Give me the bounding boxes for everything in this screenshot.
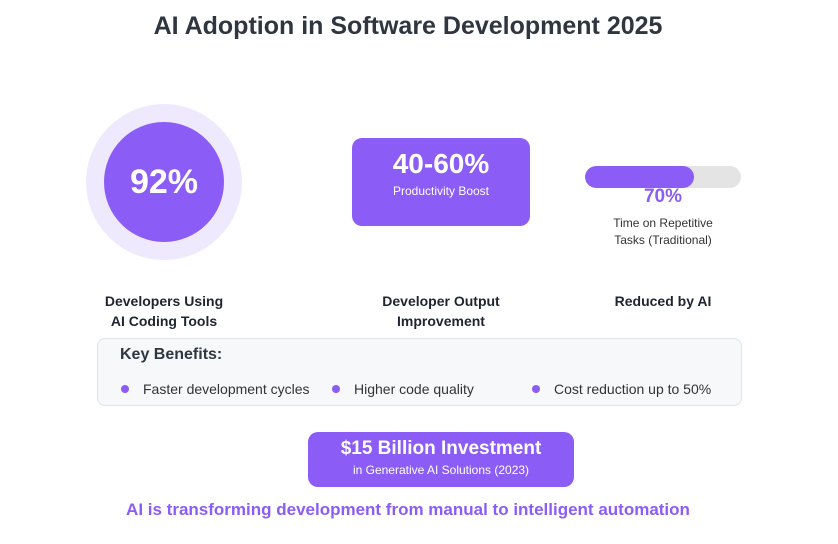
productivity-label-line1: Developer Output xyxy=(382,293,500,309)
bullet-dot-icon xyxy=(532,385,540,393)
repetitive-caption: Time on Repetitive Tasks (Traditional) xyxy=(585,215,741,249)
benefit-item: Cost reduction up to 50% xyxy=(532,381,711,397)
benefit-text: Cost reduction up to 50% xyxy=(554,381,712,397)
adoption-circle: 92% xyxy=(104,122,224,242)
repetitive-caption-line2: Tasks (Traditional) xyxy=(614,233,712,247)
bullet-dot-icon xyxy=(121,385,129,393)
repetitive-progress-track xyxy=(585,166,741,188)
benefit-item: Higher code quality xyxy=(332,381,474,397)
key-benefits-panel: Key Benefits: Faster development cycles … xyxy=(97,338,742,406)
benefit-text: Faster development cycles xyxy=(143,381,310,397)
productivity-value: 40-60% xyxy=(392,148,490,179)
page-title: AI Adoption in Software Development 2025 xyxy=(153,12,663,40)
investment-subtitle: in Generative AI Solutions (2023) xyxy=(352,463,530,477)
adoption-label-line2: AI Coding Tools xyxy=(110,313,218,329)
investment-title: $15 Billion Investment xyxy=(340,438,542,459)
productivity-sublabel: Productivity Boost xyxy=(392,184,490,198)
adoption-label: Developers Using AI Coding Tools xyxy=(84,291,244,331)
tagline: AI is transforming development from manu… xyxy=(126,500,690,519)
productivity-label: Developer Output Improvement xyxy=(352,291,530,331)
repetitive-progress-fill xyxy=(585,166,695,188)
repetitive-value: 70% xyxy=(643,186,683,207)
repetitive-label: Reduced by AI xyxy=(614,293,712,309)
benefit-item: Faster development cycles xyxy=(121,381,310,397)
repetitive-caption-line1: Time on Repetitive xyxy=(613,216,713,230)
benefit-text: Higher code quality xyxy=(354,381,474,397)
adoption-value: 92% xyxy=(129,162,199,201)
adoption-label-line1: Developers Using xyxy=(104,293,224,309)
productivity-label-line2: Improvement xyxy=(397,313,485,329)
productivity-card: 40-60% Productivity Boost xyxy=(352,138,530,226)
key-benefits-title: Key Benefits: xyxy=(120,346,223,363)
bullet-dot-icon xyxy=(332,385,340,393)
investment-card: $15 Billion Investment in Generative AI … xyxy=(308,432,574,487)
